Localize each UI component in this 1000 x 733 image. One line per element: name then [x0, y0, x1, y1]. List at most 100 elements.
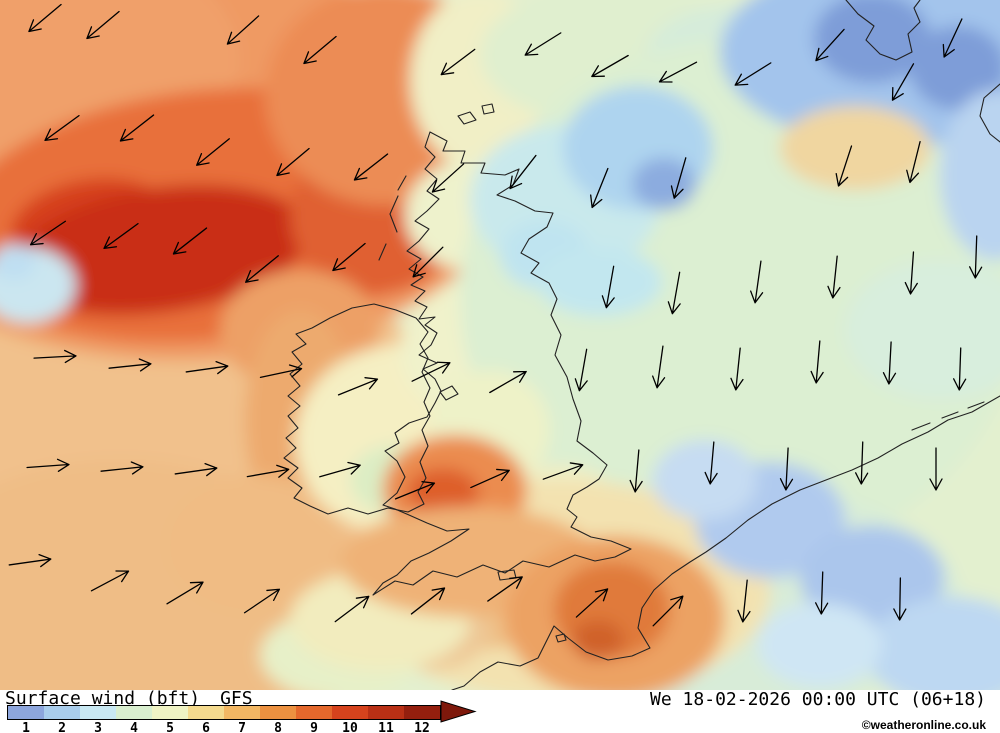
- wind-arrow: [28, 3, 62, 33]
- coastline-path: [283, 303, 431, 515]
- wind-arrow: [26, 458, 70, 472]
- wind-arrow: [33, 349, 77, 364]
- wind-arrow: [524, 32, 562, 56]
- wind-arrow: [575, 588, 609, 618]
- coastline-path: [967, 401, 985, 409]
- wind-arrow: [827, 255, 841, 299]
- wind-arrow: [100, 461, 144, 475]
- wind-arrow: [779, 447, 794, 491]
- coastline-path: [378, 243, 387, 261]
- legend-tick: 6: [202, 721, 210, 733]
- wind-arrow: [906, 140, 921, 184]
- legend-segment: [260, 706, 296, 719]
- wind-arrow: [394, 481, 436, 500]
- wind-arrow: [243, 588, 281, 614]
- wind-arrow: [108, 358, 152, 372]
- wind-arrow: [245, 255, 279, 283]
- wind-arrow: [969, 235, 983, 279]
- coastline-path: [389, 195, 399, 233]
- field-blob: [940, 90, 1000, 260]
- wind-arrow: [90, 570, 130, 592]
- legend-tick: 4: [130, 721, 138, 733]
- coastline-path: [845, 0, 921, 61]
- wind-arrow: [882, 341, 897, 385]
- legend-bar: [7, 705, 441, 720]
- field-blob: [572, 620, 624, 660]
- wind-arrow: [953, 347, 967, 391]
- wind-arrow: [574, 348, 588, 392]
- field-blob: [800, 526, 944, 630]
- wind-arrow: [172, 227, 208, 255]
- copyright-link[interactable]: ©weatheronline.co.uk: [861, 718, 986, 732]
- wind-arrow: [8, 554, 52, 568]
- wind-arrow: [410, 587, 446, 615]
- wind-arrow: [319, 461, 361, 478]
- wind-arrow: [44, 115, 80, 141]
- wind-map: [0, 0, 1000, 690]
- wind-arrow: [246, 464, 290, 478]
- wind-arrow: [542, 462, 584, 480]
- wind-arrow: [652, 345, 666, 389]
- wind-arrows: [8, 3, 983, 627]
- legend-segment: [80, 706, 116, 719]
- wind-arrow: [835, 145, 853, 187]
- wind-arrow: [174, 463, 218, 477]
- footer-bar: Surface wind (bft) GFS We 18-02-2026 00:0…: [0, 688, 1000, 733]
- field-blob: [814, 0, 930, 83]
- field-blob: [165, 475, 345, 615]
- wind-arrow: [855, 441, 869, 485]
- wind-arrow: [667, 271, 681, 315]
- wind-arrow: [670, 157, 687, 199]
- legend-segment: [296, 706, 332, 719]
- wind-arrow: [810, 340, 824, 384]
- legend-segment: [332, 706, 368, 719]
- wind-arrow: [590, 167, 609, 209]
- legend-segment: [224, 706, 260, 719]
- wind-arrow: [658, 61, 698, 83]
- wind-arrow: [929, 447, 943, 491]
- field-blob: [11, 185, 309, 315]
- wind-arrow: [86, 10, 120, 40]
- product-label: Surface wind (bft): [5, 688, 201, 709]
- datetime-label: We 18-02-2026 00:00 UTC (06+18): [650, 689, 986, 710]
- map-title: Surface wind (bft) GFS: [5, 688, 253, 709]
- legend-tick: 7: [238, 721, 246, 733]
- wind-arrow: [591, 54, 629, 78]
- wind-arrow: [337, 377, 379, 396]
- field-blob: [780, 106, 930, 190]
- field-blob: [538, 248, 662, 316]
- legend-segment: [8, 706, 44, 719]
- legend-tick: 2: [58, 721, 66, 733]
- wind-arrow: [815, 571, 829, 615]
- coastline-path: [911, 422, 931, 431]
- coastline-path: [555, 633, 567, 643]
- wind-arrow: [652, 595, 684, 627]
- legend-bar-wrap: [7, 700, 477, 723]
- coastline-path: [481, 103, 495, 115]
- coastline-path: [397, 175, 407, 191]
- wind-arrow: [489, 370, 527, 394]
- legend-segment: [404, 706, 440, 719]
- wind-arrow: [185, 361, 229, 375]
- legend-segment: [368, 706, 404, 719]
- wind-arrow: [259, 364, 303, 379]
- coastline-path: [451, 395, 1000, 690]
- beaufort-legend: 1 2 3 4 5 6 7 8 9 10 11 12: [7, 700, 477, 733]
- wind-arrow: [103, 223, 139, 249]
- wind-arrow: [334, 595, 370, 623]
- legend-tick: 3: [94, 721, 102, 733]
- legend-tick: 5: [166, 721, 174, 733]
- wind-arrow: [730, 347, 744, 391]
- legend-segment: [116, 706, 152, 719]
- wind-arrow: [303, 35, 337, 65]
- field-blob: [653, 440, 757, 520]
- wind-arrow: [431, 163, 465, 193]
- wind-arrow: [166, 581, 204, 605]
- wind-arrow: [412, 246, 444, 278]
- wind-arrow: [332, 242, 366, 272]
- wind-arrow: [891, 63, 915, 101]
- field-blob: [910, 26, 1000, 110]
- legend-arrow-tip: [440, 700, 477, 723]
- coastline-path: [941, 411, 959, 419]
